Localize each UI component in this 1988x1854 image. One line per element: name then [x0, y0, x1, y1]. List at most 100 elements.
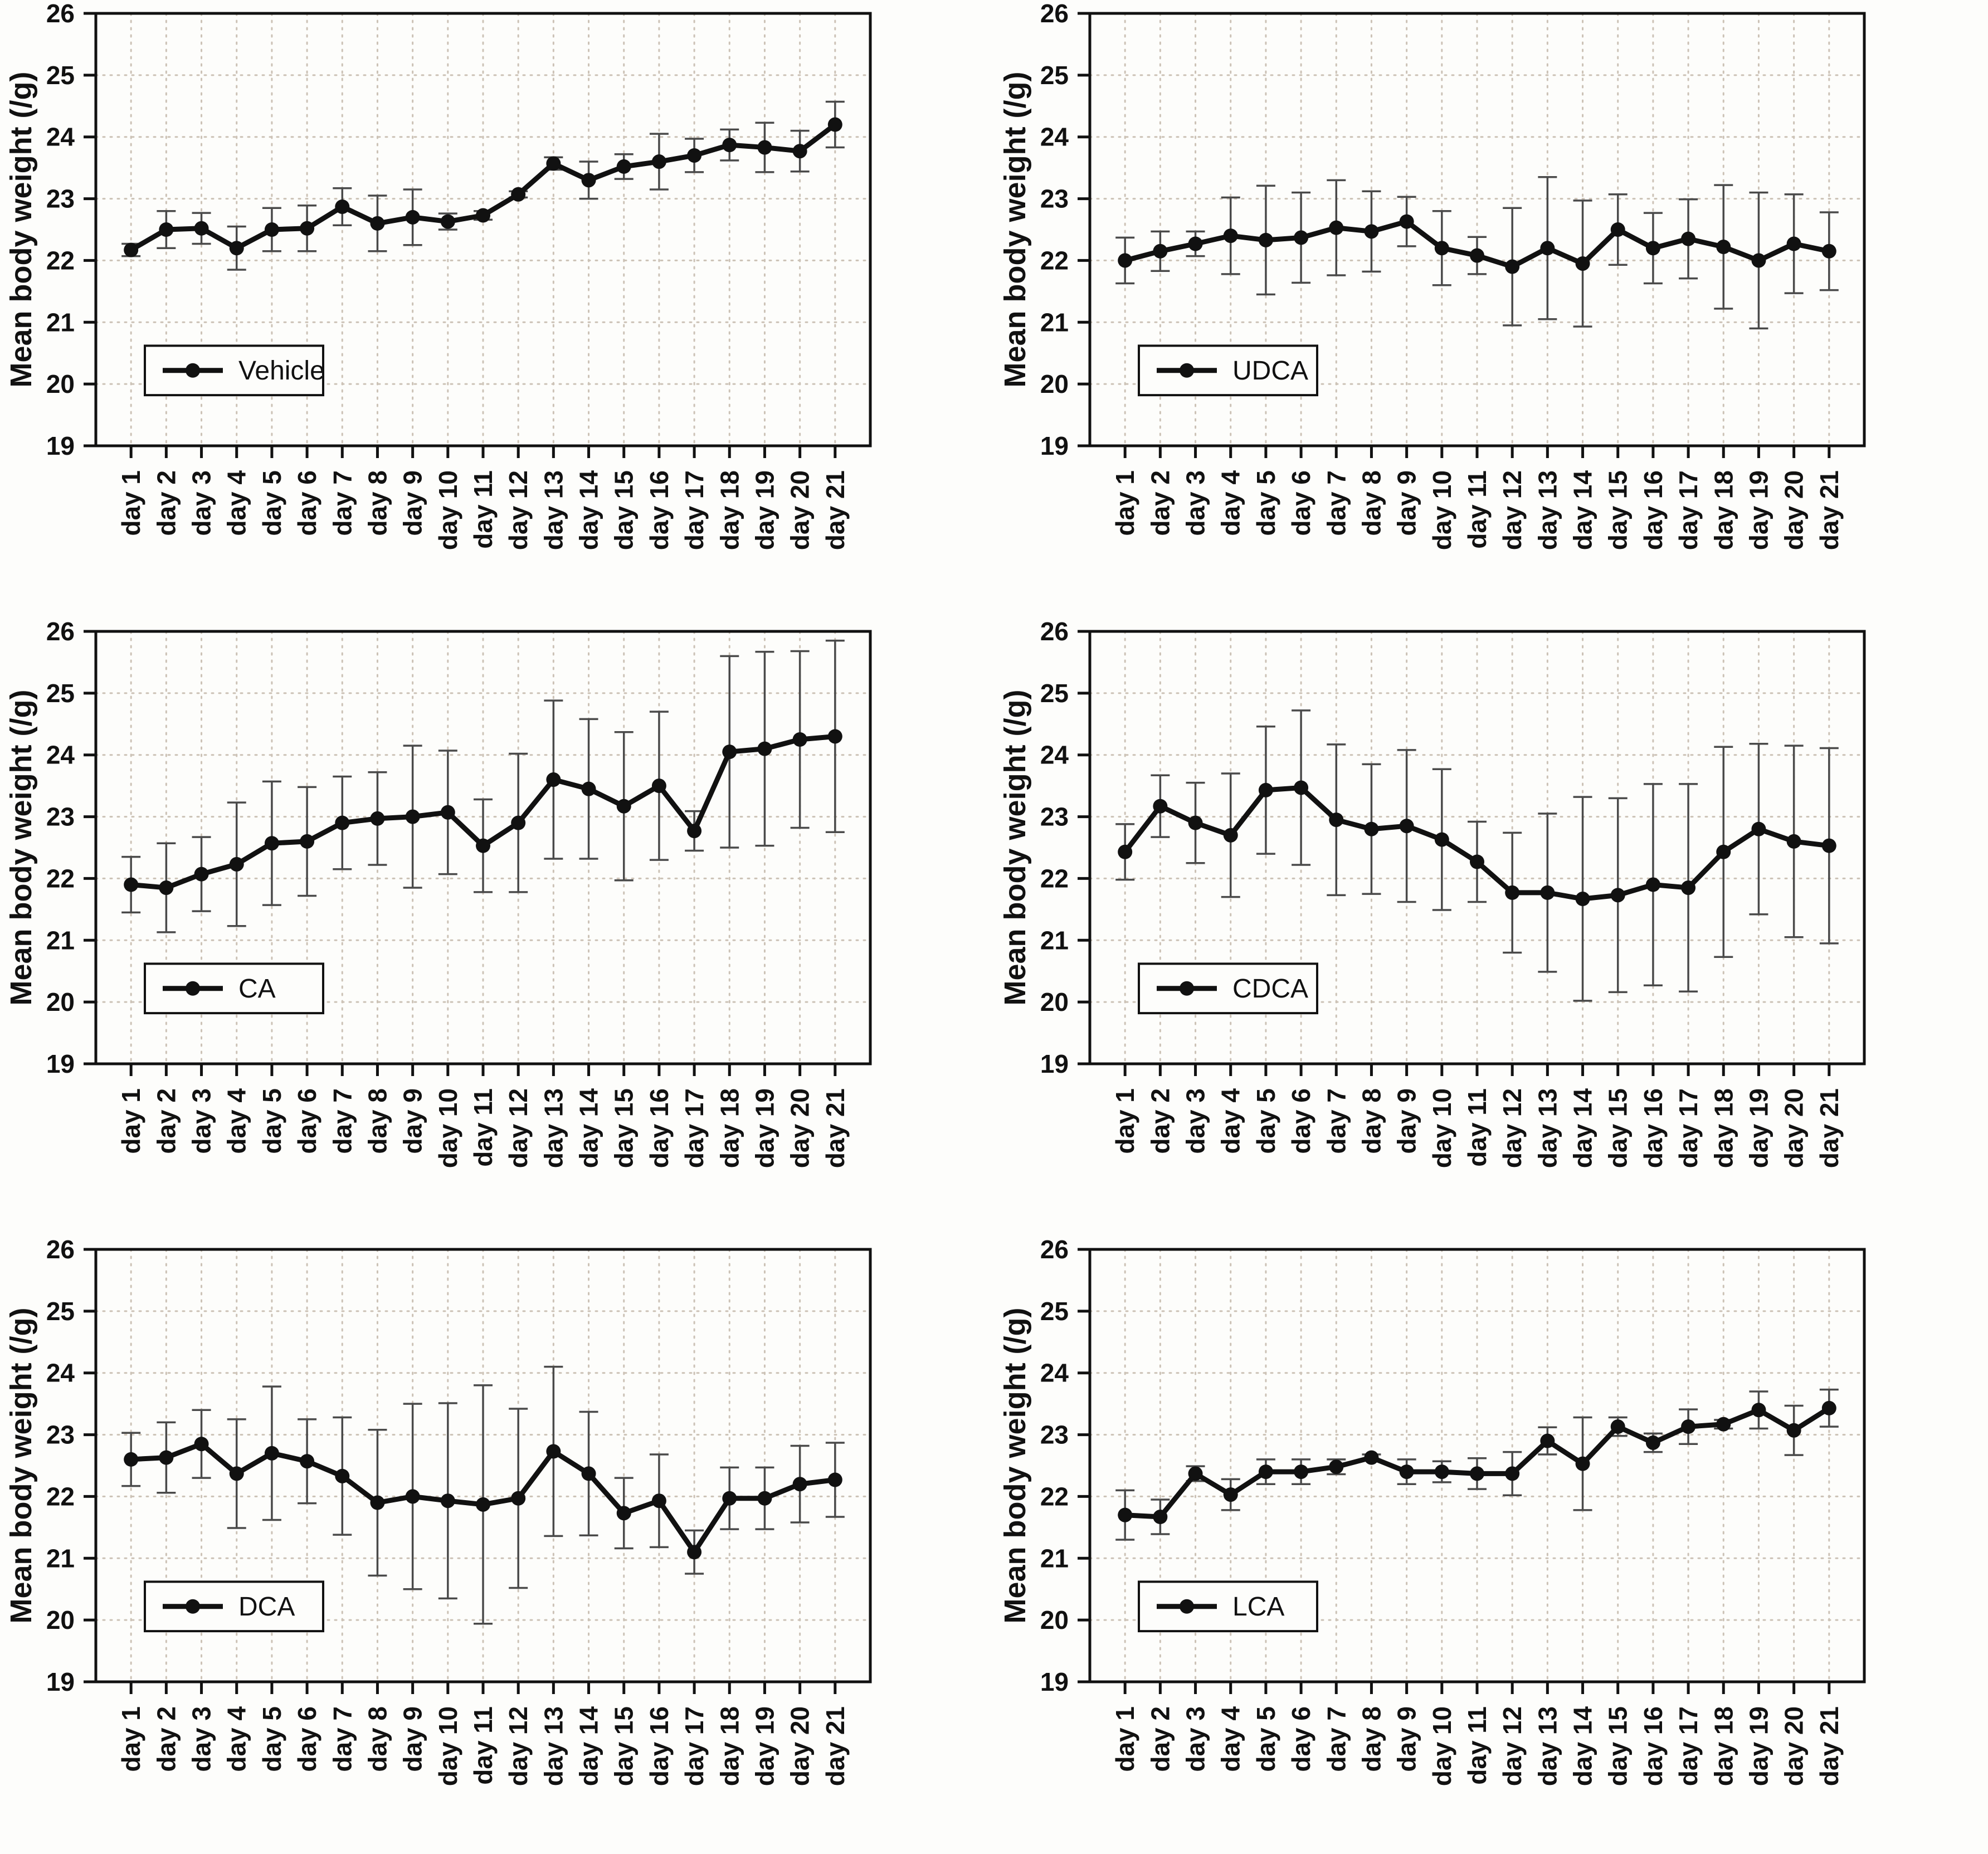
x-tick-label: day 2 [1146, 470, 1175, 536]
data-point [1505, 1466, 1520, 1481]
data-point [264, 222, 279, 237]
x-tick-label: day 17 [1674, 1088, 1703, 1168]
y-axis: 19 20 21 22 23 24 25 26 [46, 1236, 96, 1696]
x-tick-label: day 11 [469, 1088, 498, 1167]
legend-label: UDCA [1232, 356, 1308, 386]
x-tick-label: day 4 [222, 1706, 251, 1772]
legend: UDCA [1138, 344, 1318, 397]
data-point [335, 199, 350, 214]
data-point [1294, 230, 1309, 245]
data-point [1223, 228, 1238, 244]
data-point [546, 772, 561, 787]
x-tick-label: day 5 [257, 470, 286, 536]
data-point [1610, 222, 1625, 237]
x-tick-label: day 7 [328, 1088, 357, 1154]
data-point [1645, 241, 1660, 256]
x-tick-label: day 9 [398, 1088, 427, 1154]
x-tick-label: day 2 [152, 1706, 181, 1772]
y-tick-label: 19 [46, 1667, 75, 1696]
data-point [757, 741, 772, 756]
x-tick-label: day 10 [1427, 1706, 1456, 1786]
chart-cell-udca: 19 20 21 22 23 24 25 26 day 1 day 2 day 3 day 4 day … [994, 0, 1988, 618]
data-point [1610, 1419, 1625, 1434]
x-tick-label: day 6 [293, 1088, 321, 1154]
y-tick-label: 24 [46, 741, 75, 770]
y-tick-label: 22 [1040, 1482, 1069, 1511]
y-tick-label: 25 [46, 1297, 75, 1326]
x-tick-label: day 8 [1357, 1706, 1386, 1772]
y-tick-label: 22 [1040, 864, 1069, 893]
data-point [1575, 1456, 1590, 1471]
data-point [792, 1477, 807, 1492]
x-axis: day 1 day 2 day 3 day 4 day 5 day 6 day 7 day 8… [1110, 1064, 1844, 1168]
data-point [1188, 1466, 1203, 1481]
y-tick-label: 23 [46, 1420, 75, 1449]
x-tick-label: day 7 [1322, 470, 1351, 536]
x-tick-label: day 18 [1709, 1088, 1738, 1168]
x-tick-label: day 1 [1110, 1088, 1139, 1154]
data-point [757, 1491, 772, 1506]
x-tick-label: day 17 [1674, 470, 1703, 550]
x-tick-label: day 6 [1287, 1706, 1315, 1772]
data-point [511, 1491, 526, 1506]
data-point [229, 857, 244, 872]
x-axis: day 1 day 2 day 3 day 4 day 5 day 6 day 7 day 8… [116, 1064, 850, 1168]
y-tick-label: 21 [46, 926, 75, 955]
x-tick-label: day 2 [1146, 1706, 1175, 1772]
data-point [1645, 877, 1660, 892]
data-point [1258, 782, 1273, 797]
data-point [687, 824, 702, 839]
y-tick-label: 24 [1040, 123, 1069, 152]
data-point [440, 214, 455, 229]
x-tick-label: day 18 [715, 1088, 744, 1168]
data-point [159, 1450, 174, 1465]
data-point [1434, 832, 1449, 847]
x-tick-label: day 21 [821, 1088, 850, 1168]
data-point [1540, 885, 1555, 900]
y-axis: 19 20 21 22 23 24 25 26 [1040, 1236, 1090, 1696]
legend: LCA [1138, 1580, 1318, 1633]
y-tick-label: 20 [1040, 987, 1069, 1016]
data-point [651, 154, 666, 169]
y-axis-label: Mean body weight (/g) [998, 690, 1032, 1006]
x-tick-label: day 7 [328, 1706, 357, 1772]
y-tick-label: 19 [1040, 1667, 1069, 1696]
y-tick-label: 20 [46, 369, 75, 398]
data-point [440, 805, 455, 820]
y-tick-label: 23 [1040, 184, 1069, 213]
data-point [1153, 244, 1168, 259]
x-tick-label: day 18 [1709, 470, 1738, 550]
x-tick-label: day 10 [1427, 470, 1456, 550]
x-tick-label: day 6 [293, 470, 321, 536]
data-point [616, 159, 631, 174]
y-tick-label: 26 [46, 0, 75, 28]
x-tick-label: day 12 [1498, 1088, 1527, 1168]
data-point [229, 1466, 244, 1481]
data-point [405, 210, 420, 225]
y-axis-label: Mean body weight (/g) [998, 1308, 1032, 1624]
data-point [1399, 819, 1414, 834]
y-tick-label: 23 [46, 184, 75, 213]
x-tick-label: day 5 [257, 1088, 286, 1154]
data-point [722, 744, 737, 760]
data-point [370, 216, 385, 231]
x-tick-label: day 12 [504, 470, 533, 550]
data-point [405, 1489, 420, 1504]
y-tick-label: 25 [1040, 1297, 1069, 1326]
data-point [300, 221, 315, 236]
data-point [511, 187, 526, 202]
data-point [1188, 815, 1203, 830]
chart-background [994, 0, 1988, 618]
x-tick-label: day 15 [1604, 1706, 1633, 1786]
chart-cell-dca: 19 20 21 22 23 24 25 26 day 1 day 2 day 3 day 4 day … [0, 1236, 994, 1854]
data-point [194, 221, 209, 236]
legend: CA [144, 962, 324, 1015]
chart-background [0, 1236, 994, 1854]
data-point [1294, 780, 1309, 795]
data-point [1470, 248, 1484, 263]
x-tick-label: day 14 [1568, 1706, 1597, 1787]
gridlines [95, 12, 871, 447]
x-tick-label: day 19 [1744, 1088, 1773, 1168]
